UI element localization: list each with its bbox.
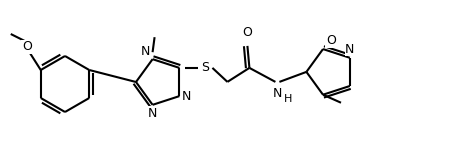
Text: N: N: [181, 90, 191, 103]
Text: O: O: [242, 26, 253, 39]
Text: N: N: [148, 107, 157, 120]
Text: N: N: [345, 43, 355, 56]
Text: O: O: [326, 34, 336, 47]
Text: S: S: [201, 61, 209, 74]
Text: N: N: [141, 45, 151, 58]
Text: N: N: [273, 87, 282, 100]
Text: H: H: [283, 94, 292, 104]
Text: O: O: [22, 41, 32, 54]
